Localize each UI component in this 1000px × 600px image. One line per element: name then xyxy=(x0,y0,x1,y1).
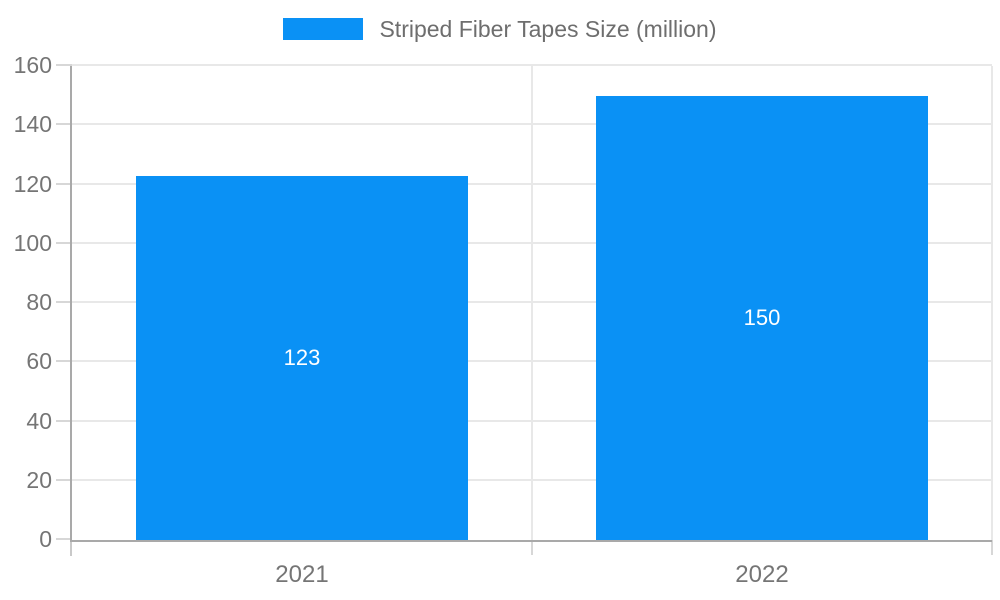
y-axis-label: 100 xyxy=(13,229,52,256)
y-axis-tick xyxy=(56,478,72,481)
y-axis-tick xyxy=(56,64,72,66)
x-axis-label-2021: 2021 xyxy=(275,561,329,588)
legend-swatch xyxy=(283,18,364,40)
y-gridline xyxy=(72,64,992,66)
chart-legend[interactable]: Striped Fiber Tapes Size (million) xyxy=(0,17,1000,41)
y-axis-tick xyxy=(56,538,72,540)
x-axis-label-2022: 2022 xyxy=(735,561,789,588)
y-axis-label: 20 xyxy=(26,466,52,493)
legend-label: Striped Fiber Tapes Size (million) xyxy=(379,16,717,42)
y-axis-tick xyxy=(56,360,72,363)
bar-value-label: 123 xyxy=(283,344,321,370)
y-axis-tick xyxy=(56,123,72,126)
y-axis-tick xyxy=(56,419,72,422)
y-axis-tick xyxy=(56,301,72,303)
y-axis-tick xyxy=(56,241,72,244)
y-axis-label: 40 xyxy=(26,407,52,434)
x-axis-tick xyxy=(531,540,533,555)
y-axis-tick xyxy=(56,182,72,185)
y-axis-label: 80 xyxy=(26,289,52,315)
y-axis-label: 120 xyxy=(13,170,52,197)
y-axis-line xyxy=(70,66,72,540)
x-gridline xyxy=(991,66,993,540)
x-axis-line xyxy=(70,540,992,542)
bar-value-label: 150 xyxy=(743,304,781,330)
x-axis-tick xyxy=(991,540,993,555)
x-gridline xyxy=(531,66,533,540)
y-axis-label: 160 xyxy=(13,52,52,78)
y-axis-label: 0 xyxy=(39,526,52,552)
y-axis-tick-below xyxy=(70,540,72,556)
bar-2022[interactable]: 150 xyxy=(596,95,928,540)
y-axis-label: 60 xyxy=(26,348,52,375)
bar-2021[interactable]: 123 xyxy=(136,175,468,540)
y-axis-label: 140 xyxy=(13,111,52,138)
